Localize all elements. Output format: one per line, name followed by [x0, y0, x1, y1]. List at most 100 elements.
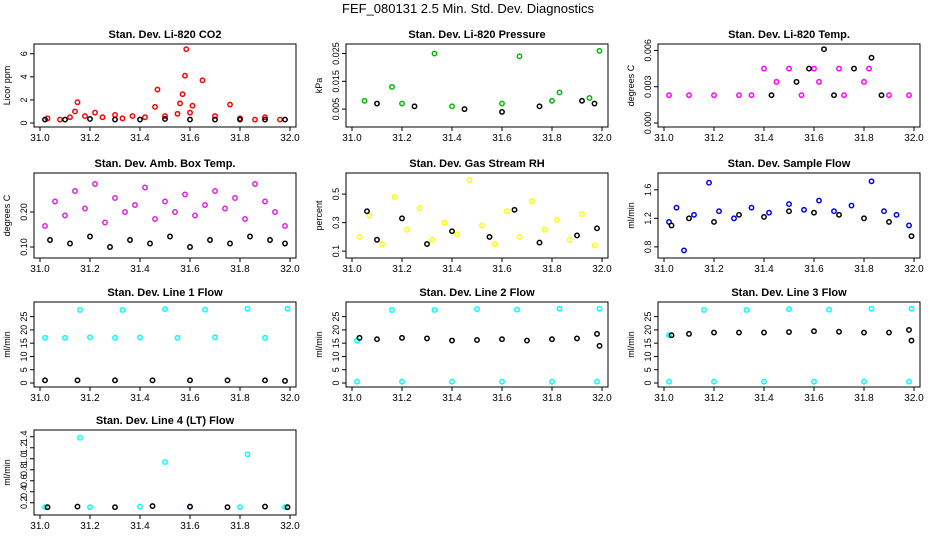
data-point — [886, 329, 892, 336]
x-tick-label: 32.0 — [904, 133, 924, 144]
data-point — [72, 188, 78, 194]
data-point — [449, 337, 455, 344]
figure-title: FEF_080131 2.5 Min. Std. Dev. Diagnostic… — [342, 1, 594, 16]
data-point — [364, 208, 370, 215]
data-point — [42, 504, 48, 511]
data-point — [566, 236, 573, 243]
data-point — [826, 306, 832, 313]
data-point — [262, 114, 268, 121]
data-point — [831, 208, 837, 215]
data-point — [284, 504, 291, 511]
data-point — [748, 92, 755, 99]
data-point — [262, 334, 268, 341]
y-tick-label: 0.5 — [331, 188, 341, 201]
x-tick-label: 31.2 — [80, 264, 100, 275]
y-axis-label: kPa — [314, 78, 324, 94]
data-point — [499, 100, 505, 107]
series-2 — [356, 330, 603, 349]
data-point — [272, 209, 278, 215]
data-point — [192, 212, 198, 219]
data-point — [237, 116, 243, 123]
y-tick-label: 10 — [331, 351, 341, 361]
y-tick-label: 0.3 — [331, 216, 341, 229]
data-point — [282, 377, 288, 384]
data-point — [42, 377, 48, 384]
data-point — [42, 116, 48, 123]
y-tick-label: 0.10 — [19, 238, 29, 256]
data-point — [282, 116, 288, 123]
x-tick-label: 31.6 — [180, 264, 200, 275]
series-1 — [42, 434, 288, 511]
data-point — [374, 336, 380, 343]
data-point — [711, 92, 717, 99]
data-point — [277, 116, 283, 123]
panel-title: Stan. Dev. Gas Stream RH — [409, 158, 545, 170]
data-point — [686, 92, 692, 99]
data-point — [174, 110, 181, 117]
data-point — [162, 113, 168, 120]
plot-frame — [345, 43, 609, 128]
data-point — [112, 111, 118, 118]
data-point — [716, 208, 722, 215]
data-point — [152, 216, 158, 222]
x-tick-label: 31.8 — [542, 133, 562, 144]
data-point — [816, 197, 822, 204]
data-point — [202, 306, 208, 313]
y-tick-label: 0 — [19, 120, 29, 125]
panel-5: Stan. Dev. Gas Stream RH percent 31.0 31.2 3… — [314, 158, 612, 275]
y-tick-label: 0.006 — [643, 39, 653, 62]
data-point — [252, 116, 258, 123]
data-point — [514, 306, 520, 313]
data-point — [212, 113, 218, 120]
y-tick-label: 0.8 — [19, 463, 29, 476]
data-point — [701, 307, 707, 313]
data-point — [174, 334, 181, 341]
data-point — [167, 233, 173, 240]
data-point — [224, 504, 231, 511]
y-tick-label: 25 — [643, 312, 653, 322]
y-axis-label: ml/min — [2, 459, 12, 486]
y-tick-label: 0 — [19, 380, 29, 385]
data-point — [67, 240, 73, 247]
data-point — [516, 53, 523, 60]
y-axis-label: degrees C — [2, 194, 12, 236]
data-point — [836, 328, 842, 335]
data-point — [798, 92, 805, 99]
data-point — [222, 205, 228, 212]
data-point — [516, 233, 523, 240]
data-point — [836, 65, 842, 72]
y-axis-label: Licor ppm — [2, 66, 12, 106]
data-point — [691, 211, 697, 218]
x-tick-label: 31.6 — [492, 264, 512, 275]
data-point — [162, 459, 168, 465]
data-point — [424, 241, 430, 247]
data-point — [761, 329, 767, 336]
data-point — [162, 198, 168, 205]
data-point — [441, 219, 448, 226]
data-point — [766, 209, 772, 216]
data-point — [668, 222, 675, 229]
data-point — [361, 97, 368, 104]
data-point — [711, 378, 717, 385]
series-1 — [666, 305, 915, 385]
data-point — [162, 306, 168, 313]
x-tick-label: 31.2 — [80, 133, 100, 144]
x-tick-label: 31.0 — [30, 393, 50, 404]
data-point — [354, 378, 360, 385]
x-tick-label: 31.6 — [804, 264, 824, 275]
data-point — [811, 209, 817, 216]
y-tick-label: 0.4 — [19, 485, 29, 498]
plot-frame — [657, 172, 921, 259]
x-tick-label: 31.4 — [442, 264, 462, 275]
data-point — [142, 184, 148, 191]
y-axis-label: ml/min — [314, 331, 324, 358]
panel-title: Stan. Dev. Line 4 (LT) Flow — [96, 415, 235, 427]
data-point — [212, 116, 218, 123]
data-point — [474, 337, 480, 343]
data-point — [868, 305, 875, 312]
data-point — [102, 219, 108, 226]
data-point — [132, 202, 138, 208]
data-point — [42, 334, 48, 341]
data-point — [389, 83, 395, 90]
data-point — [44, 504, 51, 511]
